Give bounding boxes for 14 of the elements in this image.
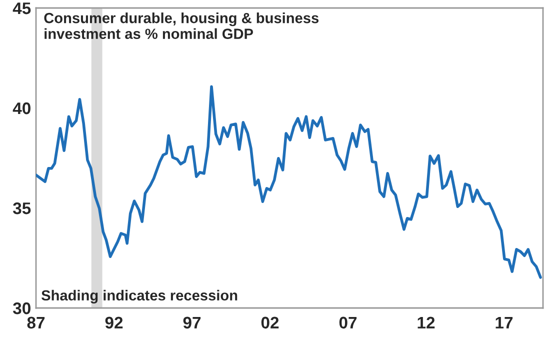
y-tick-label: 45: [12, 2, 31, 14]
text: Consumer durable, housing & business investment as % nominal GDP: [44, 12, 319, 39]
x-tick-label: 87: [27, 316, 45, 329]
y-tick-label: 30: [12, 302, 30, 314]
x-tick-label: 02: [261, 316, 279, 329]
line-series: [36, 85, 542, 279]
x-tick-label: 17: [496, 316, 513, 328]
y-tick-label: 35: [12, 202, 31, 214]
annotation: Shading indicates recession: [41, 290, 238, 304]
x-tick-label: 12: [418, 316, 435, 328]
x-tick-label: 97: [183, 316, 201, 329]
x-tick-label: 92: [105, 316, 123, 329]
x-tick-label: 07: [339, 316, 357, 329]
y-tick-label: 40: [12, 102, 30, 114]
